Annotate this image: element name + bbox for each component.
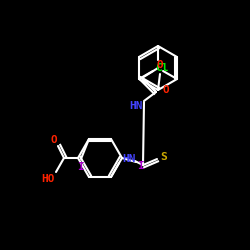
Text: S: S <box>160 152 168 162</box>
Text: O: O <box>50 135 58 145</box>
Text: I: I <box>138 161 144 171</box>
Text: HN: HN <box>129 101 143 111</box>
Text: O: O <box>162 85 170 95</box>
Text: O: O <box>156 60 164 70</box>
Text: Cl: Cl <box>155 63 169 73</box>
Text: HN: HN <box>122 154 136 164</box>
Text: I: I <box>78 162 84 172</box>
Text: HO: HO <box>41 174 55 184</box>
